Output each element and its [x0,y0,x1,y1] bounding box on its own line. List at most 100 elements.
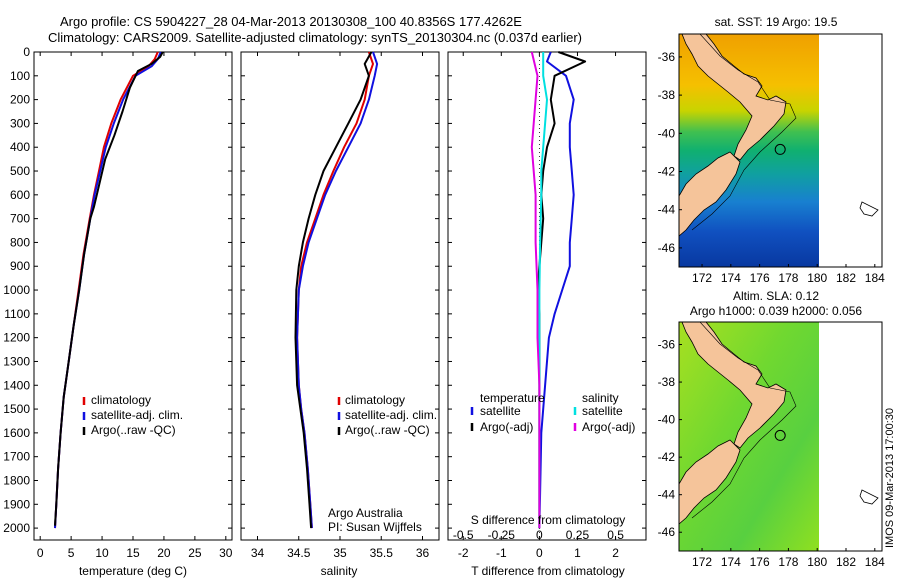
y-tick-label: 2000 [3,521,30,535]
sst-chatham-island [859,201,879,217]
sst-no-data [819,34,882,267]
sst-argo-marker [774,143,786,155]
s-tick-label: -0.5 [453,528,474,542]
s-difference-xlabel: S difference from climatology [471,513,626,527]
series-line-satellite-adj-clim [296,51,379,529]
y-tick-label: 0 [23,45,30,59]
x-tick-label: 2 [612,546,619,560]
temperature-xlabel: temperature (deg C) [79,564,187,578]
salinity-legend: climatology satellite-adj. clim. Argo(..… [337,393,437,437]
sla-south-island [679,439,741,525]
header-line-1: Argo profile: CS 5904227_28 04-Mar-2013 … [60,14,522,29]
legend-t-argo-label: Argo(-adj) [480,420,533,434]
map-y-tick-label: -38 [658,375,676,389]
map-y-tick-label: -44 [658,488,676,502]
x-tick-label: 35 [333,546,347,560]
difference-legend: temperature salinity satellite Argo(-adj… [470,391,635,434]
map-y-tick-label: -36 [658,338,676,352]
sla-depth-contour [691,322,797,519]
x-tick-label: 20 [157,546,171,560]
legend-climatology-label: climatology [91,393,151,407]
map-x-tick-label: 184 [865,555,885,569]
series-line-salinity-argo-adj [530,51,541,529]
map-x-tick-label: 174 [721,271,741,285]
sla-chatham-island [859,489,879,505]
map-y-tick-label: -42 [658,450,676,464]
map-x-tick-label: 180 [807,555,827,569]
x-tick-label: 34.5 [287,546,311,560]
map-y-tick-label: -46 [658,525,676,539]
sst-north-island [681,34,787,161]
map-x-tick-label: 178 [778,555,798,569]
series-line-argo-raw-qc [54,51,164,526]
map-y-tick-label: -44 [658,203,676,217]
y-tick-label: 1500 [3,402,30,416]
header-line-2: Climatology: CARS2009. Satellite-adjuste… [48,30,582,45]
temperature-panel: 0100200300400500600700800900100011001200… [3,45,233,578]
map-x-tick-label: 172 [692,271,712,285]
map-x-tick-label: 180 [807,271,827,285]
map-y-tick-label: -40 [658,126,676,140]
y-tick-label: 1200 [3,331,30,345]
legend-t-satellite-label: satellite [480,404,521,418]
temperature-legend: climatology satellite-adj. clim. Argo(..… [82,393,183,437]
map-x-tick-label: 182 [836,555,856,569]
map-x-tick-label: 178 [778,271,798,285]
series-line-climatology [54,51,159,529]
map-y-tick-label: -38 [658,88,676,102]
sla-argo-marker [774,429,786,441]
sla-north-island [681,322,787,449]
y-tick-label: 1900 [3,497,30,511]
sla-land [679,322,797,525]
s-tick-label: 0.5 [607,528,624,542]
sst-depth-contour [691,34,797,231]
y-tick-label: 600 [10,188,30,202]
y-tick-label: 1800 [3,473,30,487]
legend-temperature-title: temperature [480,391,545,405]
sla-map-panel: Altim. SLA: 0.12 Argo h1000: 0.039 h2000… [658,289,885,569]
y-tick-label: 100 [10,69,30,83]
sst-map-title: sat. SST: 19 Argo: 19.5 [715,15,838,29]
salinity-panel: 34 34.5 35 35.5 36 climatology satellite-adj… [240,51,440,578]
x-tick-label: 35.5 [370,546,394,560]
y-tick-label: 1300 [3,354,30,368]
x-tick-label: 0 [536,546,543,560]
map-y-tick-label: -40 [658,413,676,427]
y-tick-label: 1000 [3,283,30,297]
salinity-xlabel: salinity [321,564,358,578]
sla-map-frame [678,321,883,552]
series-line-temperature-satellite [538,51,575,529]
sst-land [679,34,797,237]
map-y-tick-label: -36 [658,50,676,64]
map-x-tick-label: 172 [692,555,712,569]
y-tick-label: 500 [10,164,30,178]
legend-satellite-label: satellite-adj. clim. [345,408,437,422]
map-x-tick-label: 176 [750,271,770,285]
x-tick-label: 5 [68,546,75,560]
map-x-tick-label: 184 [865,271,885,285]
x-tick-label: 15 [126,546,140,560]
map-y-tick-label: -42 [658,165,676,179]
salinity-axes-frame [240,51,440,541]
pi-annotation: PI: Susan Wijffels [328,520,422,534]
x-tick-label: 30 [219,546,233,560]
sst-map-panel: sat. SST: 19 Argo: 19.5 172 174 176 178 180 1… [658,15,885,285]
series-line-satellite-adj-clim [54,51,162,529]
map-x-tick-label: 182 [836,271,856,285]
legend-salinity-title: salinity [582,391,619,405]
map-y-tick-label: -46 [658,241,676,255]
y-tick-label: 700 [10,212,30,226]
x-tick-label: 0 [37,546,44,560]
sst-map-frame [678,33,883,268]
y-tick-label: 300 [10,116,30,130]
sst-field [679,34,819,267]
y-tick-label: 200 [10,93,30,107]
s-tick-label: 0 [536,528,543,542]
map-x-tick-label: 174 [721,555,741,569]
x-tick-label: 1 [574,546,581,560]
y-tick-label: 1600 [3,426,30,440]
temperature-axes-frame [33,51,233,541]
y-tick-label: 1100 [4,307,30,321]
x-tick-label: 25 [188,546,202,560]
